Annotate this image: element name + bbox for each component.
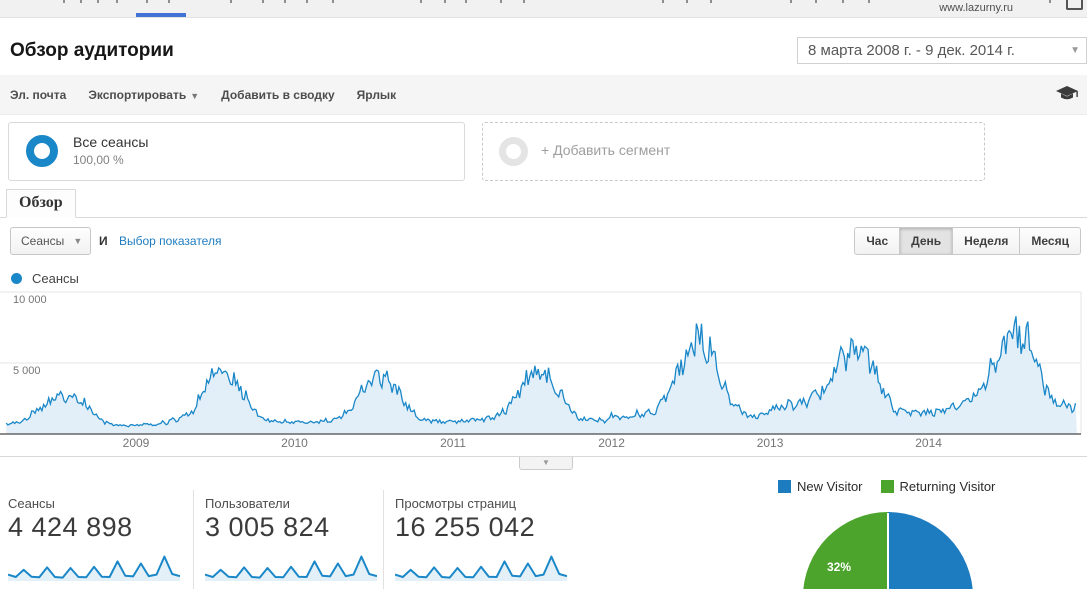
- tab-overview[interactable]: Обзор: [6, 189, 76, 218]
- x-axis-tick: 2012: [598, 436, 625, 450]
- segment-percent: 100,00 %: [73, 153, 124, 167]
- metric-value: 16 255 042: [395, 512, 536, 542]
- sessions-sparkline: [8, 555, 180, 581]
- conjunction-label: И: [99, 234, 108, 248]
- granularity-hour-button[interactable]: Час: [854, 227, 901, 255]
- new-visitor-swatch-icon: [778, 480, 791, 493]
- section-divider: [0, 456, 1087, 457]
- metric-label: Пользователи: [205, 496, 290, 511]
- cropped-browser-strip: www.lazurny.ru: [0, 0, 1087, 18]
- collapse-chart-handle[interactable]: ▼: [519, 457, 573, 470]
- metric-divider: [383, 490, 384, 589]
- chevron-down-icon: ▼: [1070, 45, 1080, 56]
- granularity-week-button[interactable]: Неделя: [952, 227, 1021, 255]
- x-axis-tick: 2010: [281, 436, 308, 450]
- x-axis-tick: 2013: [756, 436, 784, 450]
- metric-divider: [193, 490, 194, 589]
- shortcut-button[interactable]: Ярлык: [356, 88, 397, 102]
- add-segment-button[interactable]: + Добавить сегмент: [482, 122, 985, 181]
- chevron-down-icon: ▼: [73, 236, 83, 246]
- active-tab-underline: [136, 13, 186, 17]
- visitor-type-panel: New Visitor Returning Visitor 32%: [740, 456, 1087, 589]
- metric-label: Сеансы: [8, 496, 55, 511]
- users-sparkline: [205, 555, 377, 581]
- metric-sessions: Сеансы 4 424 898: [8, 496, 180, 582]
- x-axis-tick: 2014: [915, 436, 942, 450]
- returning-visitor-swatch-icon: [880, 480, 894, 493]
- pie-slice-divider: [887, 513, 889, 589]
- legend-returning-visitor: Returning Visitor: [880, 479, 995, 494]
- metric-value: 3 005 824: [205, 512, 330, 542]
- cut-off-icon: [1066, 0, 1083, 10]
- segment-title: Все сеансы: [73, 134, 149, 150]
- select-metric-link[interactable]: Выбор показателя: [119, 234, 222, 248]
- metric-users: Пользователи 3 005 824: [205, 496, 377, 582]
- report-toolbar: Эл. почта Экспортировать ▼ Добавить в сво…: [0, 75, 1087, 115]
- series-legend-label: Сеансы: [32, 271, 79, 286]
- granularity-button-group: Час День Неделя Месяц: [854, 227, 1081, 255]
- date-range-value: 8 марта 2008 г. - 9 дек. 2014 г.: [808, 42, 1015, 59]
- pie-slice-percent-label: 32%: [827, 560, 852, 574]
- segment-donut-icon: [26, 135, 58, 167]
- page-title: Обзор аудитории: [10, 40, 174, 61]
- account-site-label: www.lazurny.ru: [939, 2, 1013, 14]
- area-chart-canvas: [0, 291, 1082, 435]
- add-to-dashboard-button[interactable]: Добавить в сводку: [221, 88, 335, 102]
- email-button[interactable]: Эл. почта: [10, 88, 67, 102]
- metric-select-dropdown[interactable]: Сеансы ▼: [10, 227, 92, 255]
- y-axis-tick-10000: 10 000: [13, 294, 47, 306]
- segment-donut-placeholder-icon: [499, 137, 528, 166]
- pageviews-sparkline: [395, 555, 567, 581]
- series-dot-icon: [11, 273, 22, 284]
- metric-value: 4 424 898: [8, 512, 133, 542]
- granularity-day-button[interactable]: День: [899, 227, 954, 255]
- report-tab-bar: Обзор: [0, 189, 1087, 218]
- granularity-month-button[interactable]: Месяц: [1019, 227, 1081, 255]
- x-axis-tick: 2009: [122, 436, 150, 450]
- education-cap-icon[interactable]: [1055, 85, 1079, 103]
- sessions-timeseries-chart: 10 000 5 000 2009 2010 2011 2012 2013 2014: [0, 291, 1087, 456]
- export-button[interactable]: Экспортировать ▼: [88, 88, 200, 102]
- segment-all-sessions[interactable]: Все сеансы 100,00 %: [8, 122, 465, 181]
- pie-legend: New Visitor Returning Visitor: [778, 479, 995, 494]
- legend-new-visitor: New Visitor: [778, 479, 863, 494]
- chevron-down-icon: ▼: [190, 91, 200, 101]
- y-axis-tick-5000: 5 000: [13, 365, 41, 377]
- add-segment-label: + Добавить сегмент: [541, 142, 671, 158]
- x-axis-tick: 2011: [440, 436, 466, 450]
- metric-pageviews: Просмотры страниц 16 255 042: [395, 496, 567, 582]
- date-range-selector[interactable]: 8 марта 2008 г. - 9 дек. 2014 г. ▼: [797, 37, 1087, 64]
- metric-label: Просмотры страниц: [395, 496, 517, 511]
- chart-controls: Сеансы ▼ И Выбор показателя Час День Нед…: [0, 217, 1087, 265]
